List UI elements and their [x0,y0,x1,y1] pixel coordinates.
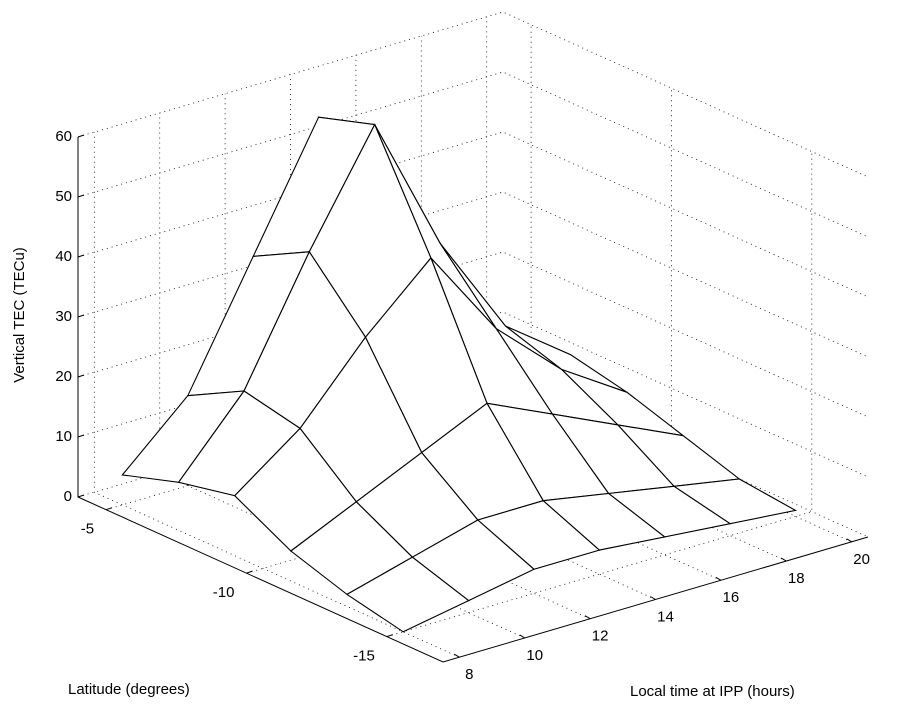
grid-line [77,191,869,358]
x-axis-label: Latitude (degrees) [68,681,190,698]
grid-line [77,311,869,478]
x-tick-label: -15 [353,648,375,665]
y-tick [519,634,525,639]
y-axis-label: Local time at IPP (hours) [630,683,795,700]
z-tick [77,254,85,258]
y-tick-label: 14 [657,608,674,625]
x-tick-label: -10 [213,584,235,601]
z-tick-label: 10 [55,428,72,445]
grid-line [77,371,869,538]
z-tick [77,194,85,198]
surface-patch [345,556,470,633]
y-tick-label: 8 [465,666,473,683]
z-tick-label: 40 [55,248,72,265]
y-tick-label: 20 [853,551,870,568]
grid-line [77,11,869,178]
y-tick-label: 16 [723,589,740,606]
y-tick [584,615,591,620]
z-tick-label: 60 [55,128,72,145]
z-tick [77,374,85,378]
z-tick [77,314,85,318]
z-tick-label: 0 [64,488,72,505]
y-tick [846,538,852,543]
x-tick-label: -5 [81,521,94,538]
y-tick-label: 18 [788,570,805,587]
z-tick [77,134,85,138]
x-tick [105,507,113,511]
z-tick-label: 20 [55,368,72,385]
y-tick-label: 10 [526,647,543,664]
y-tick [715,576,722,581]
y-tick-label: 12 [592,628,609,645]
y-tick [454,653,460,658]
grid-line [77,71,869,238]
grid-line [77,131,869,298]
grid-line [77,251,869,418]
z-tick [77,494,85,498]
z-tick [77,434,85,438]
x-tick [246,570,253,574]
grid-line [93,132,460,658]
z-tick-label: 30 [55,308,72,325]
z-tick-label: 50 [55,188,72,205]
y-tick [650,596,656,600]
z-axis-label: Vertical TEC (TECu) [11,247,28,383]
x-tick [386,634,394,638]
y-tick [781,557,787,562]
